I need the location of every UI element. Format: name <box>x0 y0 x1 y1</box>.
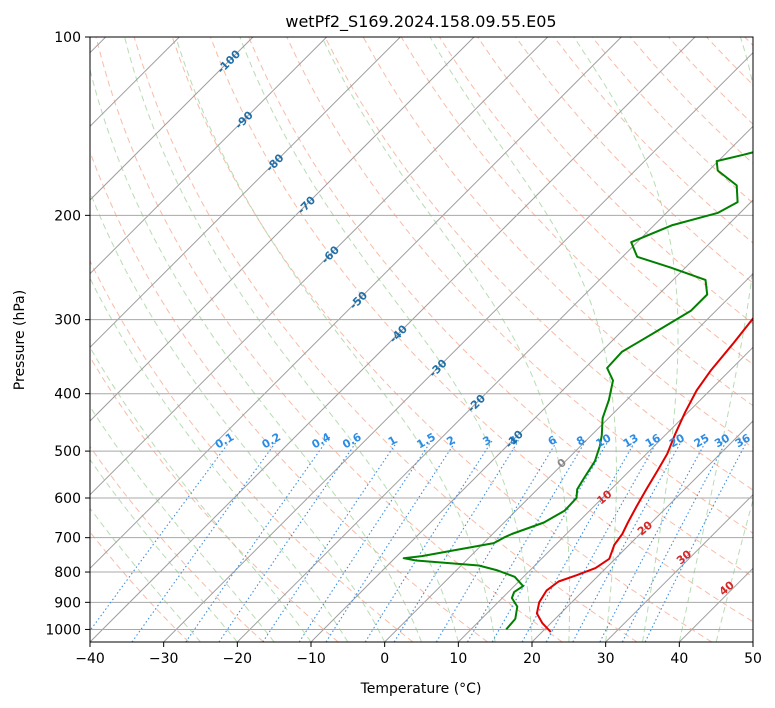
y-tick-label: 900 <box>54 595 81 611</box>
dewpoint-profile-line <box>402 151 753 631</box>
mixing-ratio-line <box>262 440 399 642</box>
moist-adiabat-line <box>321 37 571 642</box>
mixing-ratio-line <box>572 440 683 642</box>
isotherm-line <box>90 37 549 496</box>
x-tick-label: −20 <box>223 651 253 667</box>
y-tick-label: 800 <box>54 565 81 581</box>
dry-adiabat-line <box>133 37 638 642</box>
y-tick-label: 100 <box>54 30 81 46</box>
y-tick-label: 700 <box>54 531 81 547</box>
x-tick-label: −40 <box>75 651 105 667</box>
moist-adiabat-line <box>90 190 386 642</box>
mixing-ratio-line <box>545 440 659 642</box>
isotherm-line <box>531 420 753 642</box>
x-axis-label: Temperature (°C) <box>360 681 482 697</box>
moist-adiabat-line <box>573 37 679 642</box>
mixing-ratio-line <box>521 440 637 642</box>
x-tick-label: 0 <box>380 651 389 667</box>
x-tick-label: −10 <box>296 651 326 667</box>
mixing-ratio-line <box>364 440 493 642</box>
isotherm-line <box>384 272 753 642</box>
dry-adiabat-line <box>90 445 264 642</box>
y-tick-label: 500 <box>54 444 81 460</box>
moist-adiabat-line <box>124 37 459 642</box>
mixing-ratio-line <box>185 440 328 642</box>
y-axis-label: Pressure (hPa) <box>12 290 28 390</box>
dry-adiabat-line <box>90 259 414 642</box>
dry-adiabat-line <box>210 37 753 623</box>
isotherm-line <box>163 51 753 642</box>
plot-frame <box>89 36 754 643</box>
mixing-ratio-line <box>90 440 231 632</box>
isotherm-line <box>90 37 475 422</box>
moist-adiabat-line <box>90 458 238 642</box>
dry-adiabat-line <box>171 37 712 642</box>
mixing-ratio-line <box>393 440 520 642</box>
x-tick-label: 30 <box>597 651 615 667</box>
isotherm-line <box>90 37 401 349</box>
isotherm-line <box>310 199 753 642</box>
x-tick-label: 20 <box>523 651 541 667</box>
dry-adiabat-line <box>95 37 563 642</box>
tick-layer: −40 −30 −20 −10 0 10 20 30 40 50 1000 900 800 700 600 5… <box>45 30 762 667</box>
mixing-ratio-line <box>435 440 558 642</box>
y-tick-label: 200 <box>54 208 81 224</box>
x-tick-label: 50 <box>744 651 762 667</box>
moist-adiabat-line <box>175 37 496 642</box>
isotherm-line <box>90 37 254 201</box>
isotherm-line <box>90 37 328 275</box>
dry-adiabat-line <box>90 356 339 642</box>
x-tick-label: 40 <box>670 651 688 667</box>
isotherm-line <box>457 346 753 642</box>
moist-adiabat-line <box>239 37 533 642</box>
x-tick-label: −30 <box>149 651 179 667</box>
temperature-profile-line <box>535 316 753 633</box>
y-tick-label: 600 <box>54 491 81 507</box>
moist-adiabat-line <box>429 37 617 642</box>
dry-adiabat-line <box>515 37 753 284</box>
mixing-ratio-line <box>491 440 609 642</box>
chart-title: wetPf2_S169.2024.158.09.55.E05 <box>285 12 556 32</box>
dry-adiabat-line <box>286 37 753 534</box>
isotherm-line <box>236 125 753 642</box>
isotherm-line <box>90 37 622 570</box>
moist-adiabat-line <box>678 37 753 642</box>
dry-adiabat-line <box>248 37 753 578</box>
plot-background <box>90 37 753 642</box>
moist-adiabat-line <box>90 277 349 642</box>
mixing-ratio-line <box>644 440 748 642</box>
isotherm-line <box>90 37 696 642</box>
moist-adiabat-line <box>715 498 753 642</box>
grid-layer <box>90 37 753 642</box>
isotherm-line <box>605 493 753 642</box>
y-tick-label: 300 <box>54 313 81 329</box>
y-tick-label: 400 <box>54 387 81 403</box>
mixing-ratio-line <box>325 440 457 642</box>
moist-adiabat-line <box>90 67 422 642</box>
x-tick-label: 10 <box>449 651 467 667</box>
mixing-ratio-line <box>131 440 278 642</box>
mixing-ratio-line <box>467 440 587 642</box>
mixing-ratio-line <box>298 440 432 642</box>
dry-adiabat-line <box>324 37 753 491</box>
series-layer <box>402 151 753 633</box>
y-tick-label: 1000 <box>45 622 81 638</box>
isotherm-line <box>752 641 753 642</box>
